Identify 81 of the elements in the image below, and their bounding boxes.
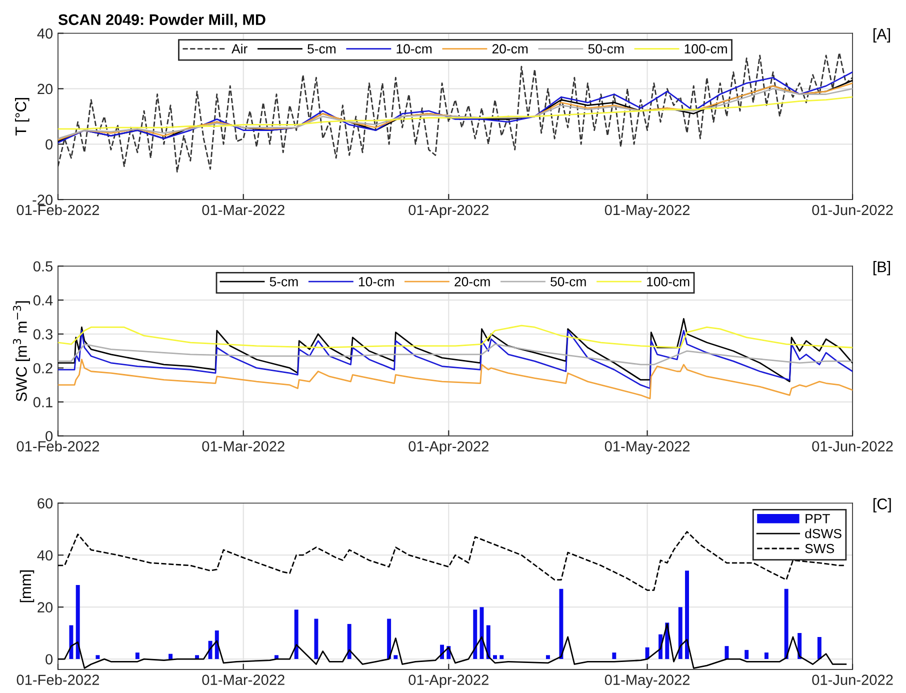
bar — [546, 655, 550, 660]
bar — [493, 655, 497, 660]
bar — [473, 610, 478, 660]
bar — [314, 618, 318, 660]
x-tick-label: 01-Feb-2022 — [16, 204, 100, 216]
bar — [294, 610, 298, 660]
y-tick-label: 0.1 — [33, 397, 52, 408]
x-tick-label: 01-Feb-2022 — [16, 674, 100, 686]
line-series — [58, 330, 853, 390]
x-tick-label: 01-Jun-2022 — [812, 204, 893, 216]
text: [A] — [874, 28, 890, 43]
y-tick-label: 40 — [37, 550, 53, 561]
x-tick-label: 01-Apr-2022 — [408, 674, 488, 688]
text: [B] — [874, 261, 890, 276]
y-tick-label: 0.4 — [33, 295, 53, 306]
bar — [612, 652, 616, 660]
x-tick-label: 01-Feb-2022 — [16, 440, 100, 452]
line-series — [58, 344, 853, 366]
bar — [784, 588, 788, 660]
chart-title: SCAN 2049: Powder Mill, MD — [58, 14, 266, 28]
y-axis-title: SWC [m$^{3}$ m$^{−3}$] — [12, 301, 30, 402]
legend-label: 5-cm — [270, 277, 298, 286]
y-tick-label: 60 — [38, 498, 53, 509]
y-tick-label: 40 — [37, 28, 53, 39]
bar — [764, 652, 768, 660]
legend-label: 50-cm — [588, 44, 624, 54]
line-series — [58, 96, 853, 130]
line-series — [58, 358, 853, 400]
x-tick-label: 01-Jun-2022 — [812, 674, 893, 686]
y-axis-title: [mm] — [20, 570, 34, 602]
bar — [347, 624, 352, 660]
line-series — [58, 623, 847, 669]
line-series — [58, 318, 853, 382]
x-tick-label: 01-May-2022 — [604, 441, 690, 454]
legend-label: 5-cm — [308, 44, 336, 54]
legend-label: SWS — [805, 544, 834, 554]
bar — [685, 570, 689, 660]
y-tick-label: 0 — [46, 431, 53, 442]
legend-label: dSWS — [805, 528, 842, 538]
x-tick-label: 01-Mar-2022 — [202, 204, 284, 216]
legend-label: 50-cm — [550, 277, 586, 286]
x-tick-label: 01-May-2022 — [604, 204, 690, 218]
legend-label: 100-cm — [647, 277, 690, 286]
line-series — [58, 52, 853, 173]
bar — [678, 607, 682, 660]
y-tick-label: 0.2 — [33, 363, 52, 374]
bar — [135, 652, 140, 660]
bar — [69, 625, 74, 660]
bar — [387, 618, 392, 660]
legend-label: 20-cm — [454, 277, 490, 286]
bar — [817, 636, 822, 660]
x-tick-label: 01-Jun-2022 — [812, 441, 893, 452]
bar — [744, 650, 749, 660]
bar — [486, 625, 490, 660]
bar — [394, 655, 398, 660]
x-tick-label: 01-Apr-2022 — [408, 441, 488, 454]
legend-label: Air — [232, 44, 248, 54]
bar — [96, 655, 100, 660]
y-tick-label: 0 — [46, 654, 53, 664]
line-series — [58, 324, 853, 348]
bar — [559, 588, 564, 660]
y-tick-label: 20 — [38, 84, 53, 94]
legend-label: 10-cm — [358, 277, 394, 286]
y-axis-title: T [°C] — [15, 98, 30, 136]
x-tick-label: 01-Mar-2022 — [202, 674, 284, 686]
legend-label: PPT — [806, 514, 830, 524]
bar — [168, 654, 173, 660]
bar — [76, 584, 80, 660]
x-tick-label: 01-Mar-2022 — [202, 441, 284, 452]
x-tick-label: 01-Apr-2022 — [408, 204, 488, 218]
legend-label: 10-cm — [396, 44, 432, 54]
y-tick-label: 20 — [38, 602, 53, 612]
y-tick-label: 0 — [46, 139, 53, 150]
text: [C] — [874, 498, 891, 512]
legend-label: 100-cm — [684, 44, 727, 54]
y-tick-label: -20 — [32, 194, 53, 206]
bar — [500, 655, 504, 660]
y-tick-label: 0.5 — [33, 261, 53, 272]
legend-label: 20-cm — [492, 44, 528, 54]
y-tick-label: 0.3 — [33, 329, 52, 340]
x-tick-label: 01-May-2022 — [604, 674, 690, 688]
